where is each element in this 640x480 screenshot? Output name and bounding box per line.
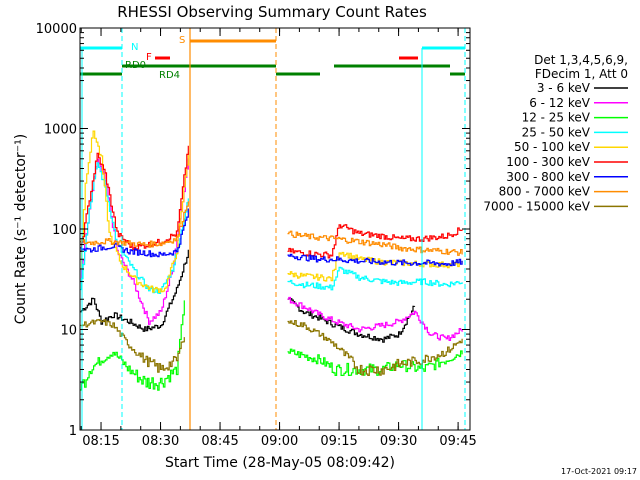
- legend-header-line-1: Det 1,3,4,5,6,9,: [534, 53, 628, 67]
- plot-data: [80, 130, 463, 391]
- y-tick-label-10: 10: [60, 324, 77, 339]
- flag-label-rd4: RD4: [159, 70, 180, 81]
- y-tick-label-100: 100: [52, 223, 77, 238]
- legend-label-800-7000-kev: 800 - 7000 keV: [499, 185, 591, 199]
- series-line-300-800-kev: [80, 208, 463, 267]
- legend: Det 1,3,4,5,6,9,FDecim 1, Att 03 - 6 keV…: [483, 53, 628, 213]
- series-line-50-100-kev: [80, 130, 463, 293]
- legend-label-7000-15000-kev: 7000 - 15000 keV: [483, 199, 590, 213]
- x-tick-label-0900: 09:00: [261, 434, 298, 449]
- y-tick-label-10000: 10000: [36, 22, 77, 37]
- legend-header-line-2: FDecim 1, Att 0: [535, 67, 628, 81]
- legend-label-300-800-kev: 300 - 800 keV: [506, 170, 590, 184]
- x-axis-label: Start Time (28-May-05 08:09:42): [165, 455, 395, 471]
- footer-date: 17-Oct-2021 09:17: [561, 467, 637, 476]
- legend-label-3-6-kev: 3 - 6 keV: [537, 81, 591, 95]
- series-line-800-7000-kev: [80, 201, 463, 256]
- legend-label-12-25-kev: 12 - 25 keV: [522, 111, 591, 125]
- y-tick-label-1000: 1000: [44, 123, 77, 138]
- x-tick-label-0945: 09:45: [439, 434, 476, 449]
- axes: 08:15 08:30 08:45 09:00 09:15 09:30 09:45 1 10 10…: [36, 22, 477, 449]
- x-tick-label-0830: 08:30: [142, 434, 179, 449]
- legend-label-50-100-kev: 50 - 100 keV: [514, 140, 591, 154]
- flag-label-rd0: RD0: [125, 60, 146, 71]
- x-tick-label-0915: 09:15: [320, 434, 357, 449]
- y-axis-label: Count Rate (s⁻¹ detector⁻¹): [13, 134, 29, 324]
- chart-title: RHESSI Observing Summary Count Rates: [117, 3, 427, 21]
- flag-label-s: S: [179, 35, 185, 46]
- series-line-7000-15000-kev: [80, 319, 463, 376]
- flag-label-f: F: [146, 52, 152, 63]
- x-tick-label-0815: 08:15: [82, 434, 119, 449]
- legend-label-6-12-kev: 6 - 12 keV: [529, 96, 591, 110]
- series-line-100-300-kev: [80, 145, 463, 259]
- x-tick-label-0845: 08:45: [201, 434, 238, 449]
- legend-label-25-50-kev: 25 - 50 keV: [522, 125, 591, 139]
- legend-label-100-300-kev: 100 - 300 keV: [506, 155, 590, 169]
- x-tick-label-0930: 09:30: [380, 434, 417, 449]
- y-tick-label-1: 1: [69, 424, 77, 439]
- flag-label-n: N: [131, 42, 138, 53]
- flag-bars: NF S RD0 RD4: [80, 35, 465, 81]
- series-line-3-6-kev: [80, 249, 416, 343]
